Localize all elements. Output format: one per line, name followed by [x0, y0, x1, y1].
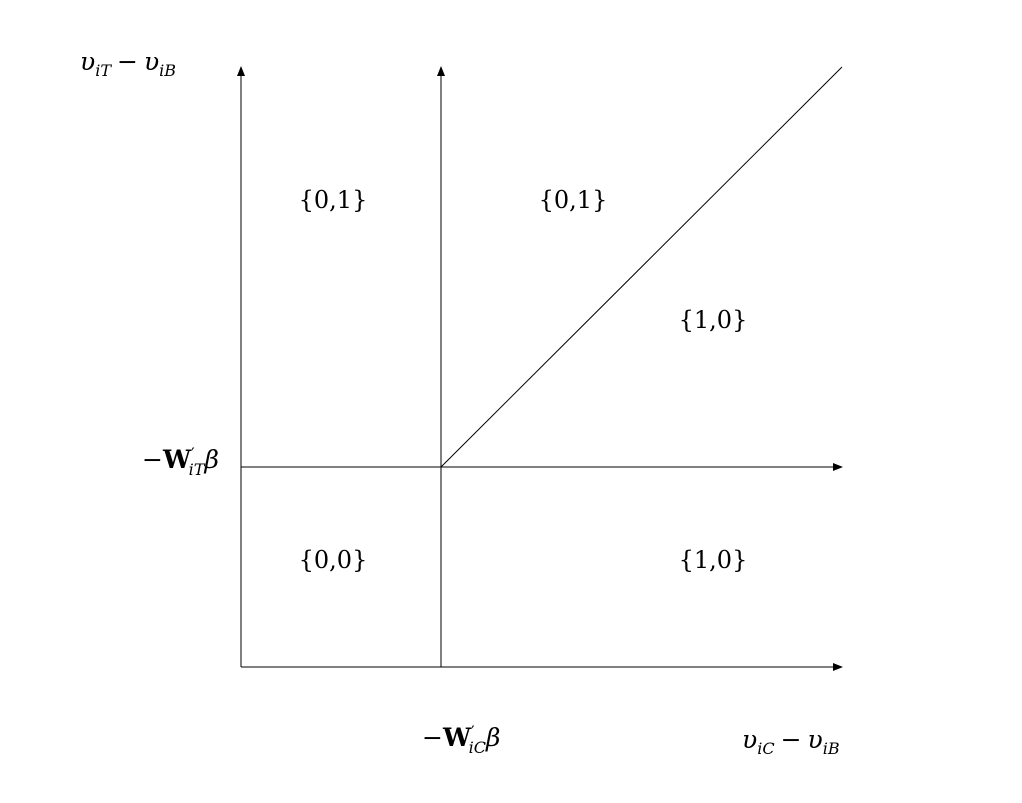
- region-bottom-left: {0,0}: [299, 546, 368, 574]
- diagonal-boundary: [440, 66, 843, 468]
- x-threshold-label: −W′ iCβ: [422, 722, 500, 757]
- x-axis-label: υiC − υiB: [742, 725, 840, 758]
- y-axis-label: υiT − υiB: [80, 47, 176, 80]
- region-top-left: {0,1}: [299, 186, 368, 214]
- region-bottom-right: {1,0}: [679, 546, 748, 574]
- region-right-upper: {1,0}: [679, 306, 748, 334]
- region-top-middle: {0,1}: [539, 186, 608, 214]
- y-threshold-label: −W′ iTβ: [142, 444, 219, 479]
